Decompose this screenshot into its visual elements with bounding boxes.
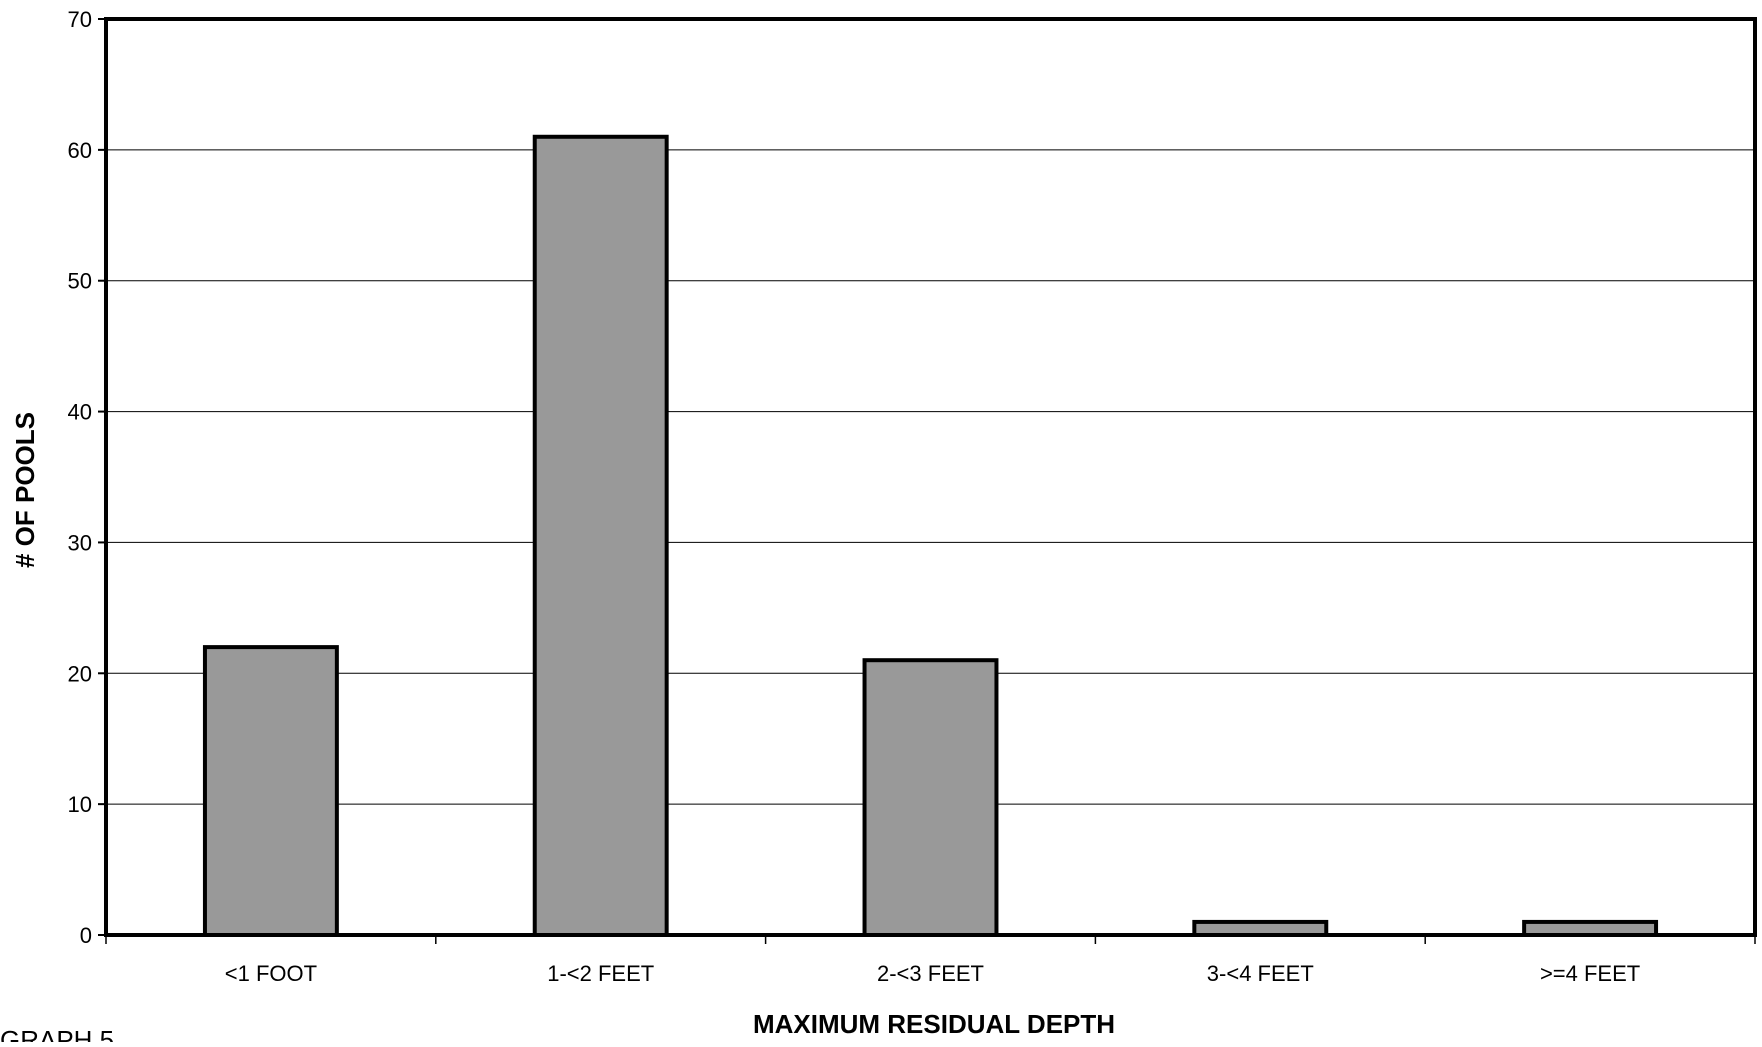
plot-frame bbox=[104, 17, 1757, 937]
x-tick-label: 1-<2 FEET bbox=[547, 961, 654, 986]
y-axis: 0 10 20 30 40 50 60 70 bbox=[68, 7, 106, 948]
plot-border bbox=[104, 17, 1757, 937]
y-tick-label: 60 bbox=[68, 138, 92, 163]
bar bbox=[862, 658, 999, 937]
figure-caption: GRAPH 5 bbox=[0, 1025, 114, 1042]
y-tick-label: 10 bbox=[68, 792, 92, 817]
y-tick-label: 30 bbox=[68, 530, 92, 555]
x-tick-label: <1 FOOT bbox=[225, 961, 317, 986]
gridlines bbox=[106, 149, 1755, 805]
y-tick-label: 40 bbox=[68, 400, 92, 425]
bar bbox=[532, 134, 669, 937]
y-tick-label: 20 bbox=[68, 661, 92, 686]
x-tick-label: 2-<3 FEET bbox=[877, 961, 984, 986]
bar bbox=[202, 645, 339, 937]
x-axis: <1 FOOT 1-<2 FEET 2-<3 FEET 3-<4 FEET >=4 FE… bbox=[105, 935, 1756, 986]
x-axis-title: MAXIMUM RESIDUAL DEPTH bbox=[753, 1009, 1115, 1039]
x-tick-label: 3-<4 FEET bbox=[1207, 961, 1314, 986]
bars bbox=[202, 134, 1659, 938]
y-tick-label: 0 bbox=[80, 923, 92, 948]
y-tick-label: 50 bbox=[68, 269, 92, 294]
y-axis-title: # OF POOLS bbox=[10, 412, 40, 568]
x-tick-label: >=4 FEET bbox=[1540, 961, 1640, 986]
y-tick-label: 70 bbox=[68, 7, 92, 32]
